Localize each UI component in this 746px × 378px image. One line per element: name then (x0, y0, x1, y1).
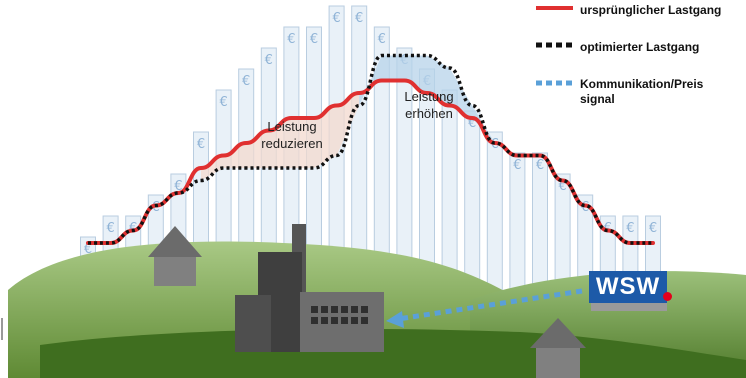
factory-window (331, 317, 338, 324)
euro-icon: € (558, 179, 566, 194)
euro-icon: € (536, 158, 544, 173)
factory-window (321, 306, 328, 313)
factory-window (361, 306, 368, 313)
factory-window (331, 306, 338, 313)
factory-window (351, 306, 358, 313)
euro-icon: € (649, 221, 657, 236)
legend-label-optimized: optimierter Lastgang (580, 40, 700, 54)
euro-icon: € (626, 221, 634, 236)
euro-icon: € (174, 179, 182, 194)
euro-icon: € (310, 32, 318, 47)
reduce-label: Leistung reduzieren (261, 119, 323, 151)
euro-icon: € (219, 95, 227, 110)
factory (235, 224, 384, 352)
factory-window (351, 317, 358, 324)
signal-arrow-head (386, 311, 404, 328)
euro-icon: € (332, 11, 340, 26)
factory-window (321, 317, 328, 324)
euro-icon: € (197, 137, 205, 152)
euro-icon: € (106, 221, 114, 236)
legend-label-signal: Kommunikation/Preis signal (580, 77, 704, 106)
euro-icon: € (378, 32, 386, 47)
euro-icon: € (287, 32, 295, 47)
factory-window (341, 306, 348, 313)
euro-icon: € (84, 242, 92, 257)
signal-arrow (397, 288, 583, 322)
euro-icon: € (355, 11, 363, 26)
factory-window (311, 317, 318, 324)
euro-icon: € (265, 53, 273, 68)
legend-label-original: ursprünglicher Lastgang (580, 3, 722, 17)
increase-region (359, 55, 495, 143)
euro-icon: € (513, 158, 521, 173)
logo-base (591, 303, 667, 311)
house-right (530, 318, 586, 378)
wsw-logo-dot (663, 292, 672, 301)
factory-window (341, 317, 348, 324)
increase-label: Leistung erhöhen (404, 89, 454, 121)
house-left (148, 226, 202, 286)
wsw-logo: WSW (589, 271, 667, 303)
factory-window (311, 306, 318, 313)
factory-windows (311, 306, 368, 324)
euro-icon: € (468, 116, 476, 131)
factory-window (361, 317, 368, 324)
euro-icon: € (242, 74, 250, 89)
optimized-load-line (88, 53, 653, 245)
